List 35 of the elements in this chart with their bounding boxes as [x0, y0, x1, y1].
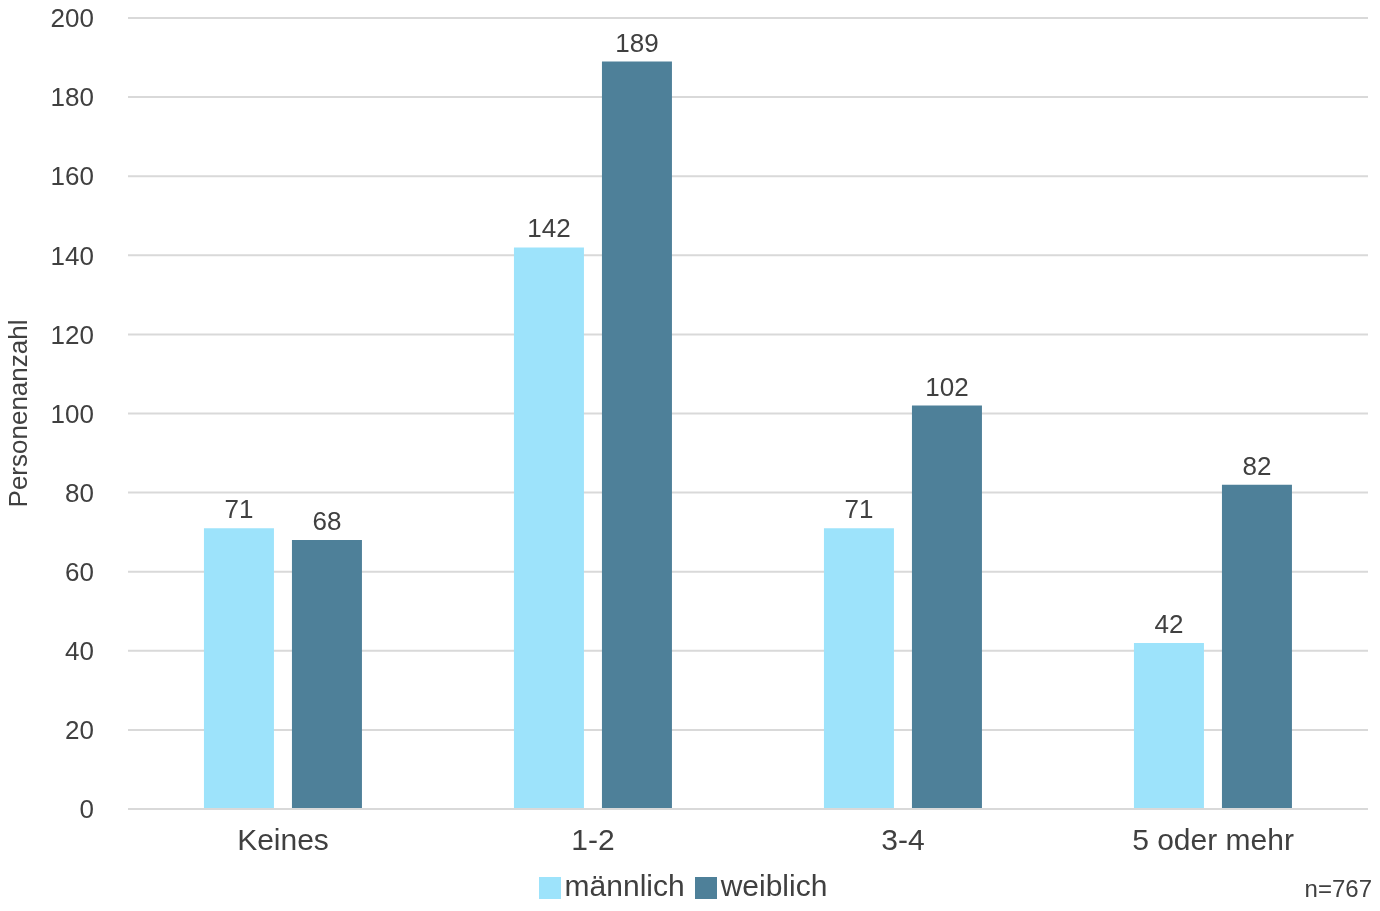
y-tick-label: 0	[79, 794, 94, 825]
data-label: 71	[844, 494, 874, 525]
y-tick-label: 160	[50, 161, 94, 192]
y-tick-label: 60	[65, 556, 94, 587]
data-label: 102	[925, 371, 969, 402]
bar	[203, 528, 274, 809]
bar	[291, 540, 362, 809]
data-label: 189	[615, 27, 659, 58]
bar	[1133, 642, 1204, 809]
bar	[513, 247, 584, 809]
x-tick-label: Keines	[237, 823, 329, 857]
y-tick-label: 200	[50, 3, 94, 34]
y-tick-label: 100	[50, 398, 94, 429]
y-axis-title: Personenanzahl	[3, 319, 34, 508]
legend-label: männlich	[564, 869, 685, 902]
bar	[823, 528, 894, 809]
x-tick-label: 5 oder mehr	[1132, 823, 1294, 857]
data-label: 142	[527, 213, 571, 244]
bar	[1221, 484, 1292, 809]
y-tick-label: 20	[65, 715, 94, 746]
bar	[601, 61, 672, 809]
data-label: 71	[224, 494, 254, 525]
y-tick-label: 180	[50, 82, 94, 113]
x-tick-label: 1-2	[571, 823, 615, 857]
x-tick-label: 3-4	[881, 823, 925, 857]
bar	[911, 405, 982, 809]
y-tick-label: 80	[65, 477, 94, 508]
data-label: 82	[1242, 450, 1272, 481]
text: n=767	[1304, 875, 1372, 903]
data-label: 68	[312, 506, 342, 537]
y-tick-label: 120	[50, 319, 94, 350]
y-tick-label: 140	[50, 240, 94, 271]
legend-label: weiblich	[720, 869, 828, 902]
data-label: 42	[1154, 608, 1184, 639]
y-tick-label: 40	[65, 636, 94, 667]
